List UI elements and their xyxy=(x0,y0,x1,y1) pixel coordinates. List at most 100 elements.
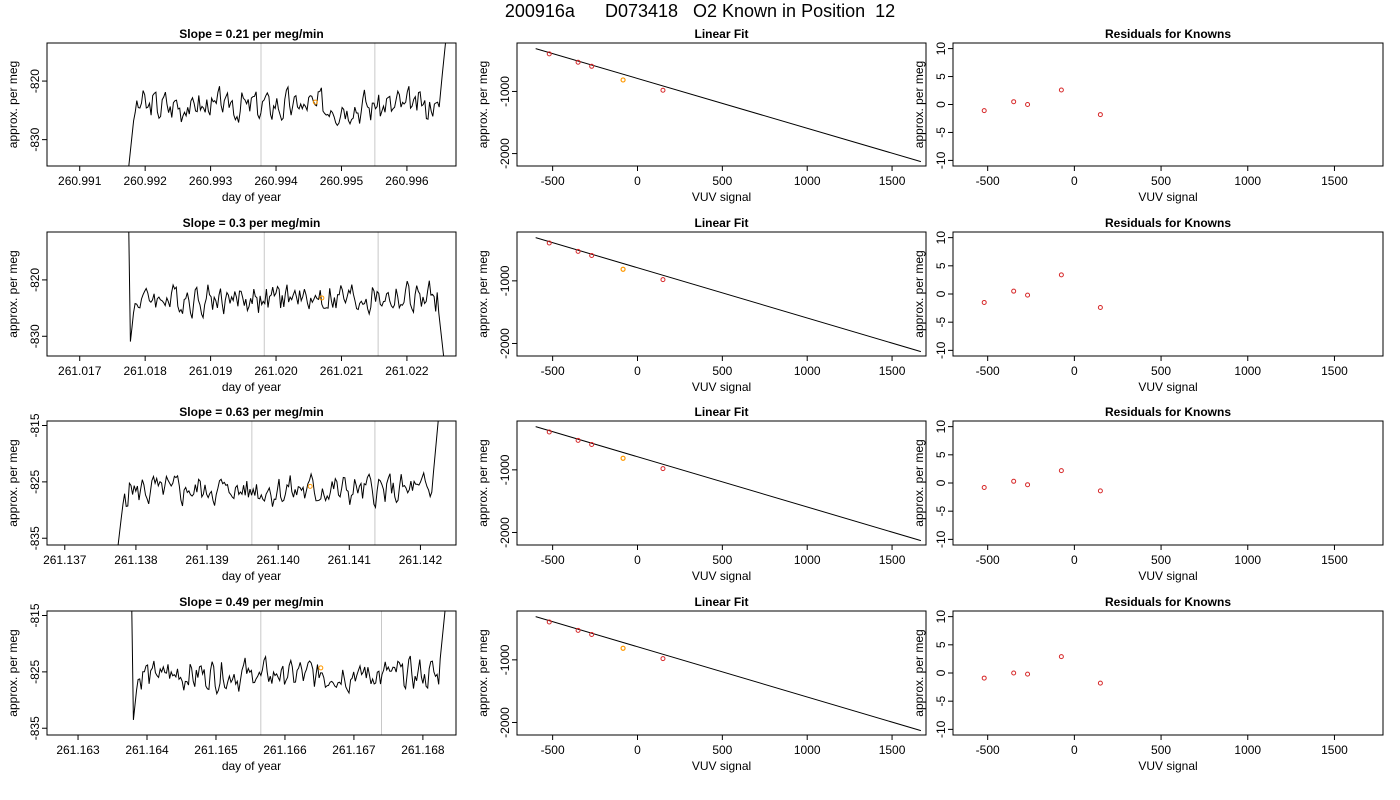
x-tick-label: 1000 xyxy=(794,743,821,757)
x-tick-label: 261.164 xyxy=(125,743,169,757)
x-tick-label: 500 xyxy=(1151,174,1171,188)
x-axis-label: day of year xyxy=(222,190,281,204)
y-axis-label: approx. per meg xyxy=(912,439,926,526)
x-axis-label: VUV signal xyxy=(692,380,751,394)
y-tick-label: -2000 xyxy=(498,517,512,548)
x-tick-label: 500 xyxy=(712,174,732,188)
x-tick-label: -500 xyxy=(976,364,1000,378)
data-point xyxy=(575,59,581,65)
residual-point xyxy=(1011,478,1017,484)
y-tick-label: 5 xyxy=(934,451,948,458)
x-tick-label: 0 xyxy=(1071,364,1078,378)
x-tick-label: 260.992 xyxy=(123,174,167,188)
x-tick-label: 0 xyxy=(634,174,641,188)
residual-point xyxy=(1025,102,1031,107)
y-tick-label: 10 xyxy=(934,42,948,56)
sample-point xyxy=(319,295,325,301)
data-series-line xyxy=(128,232,445,356)
y-axis-label: approx. per meg xyxy=(912,250,926,337)
plot-frame xyxy=(516,420,927,546)
x-tick-label: -500 xyxy=(541,553,565,567)
residual-point xyxy=(1058,272,1064,278)
x-tick-label: 500 xyxy=(712,553,732,567)
data-point xyxy=(660,277,666,283)
y-tick-label: 0 xyxy=(934,479,948,486)
residual-point xyxy=(1058,87,1064,93)
data-point xyxy=(589,631,595,637)
x-tick-label: 260.993 xyxy=(189,174,233,188)
residual-point xyxy=(1025,671,1031,677)
y-axis-label: approx. per meg xyxy=(476,439,490,526)
x-tick-label: 261.139 xyxy=(185,553,229,567)
residual-point xyxy=(1097,680,1103,686)
x-tick-label: 1500 xyxy=(1321,743,1348,757)
plot-area xyxy=(128,43,446,166)
y-tick-label: -5 xyxy=(934,696,948,707)
data-point xyxy=(589,63,595,69)
panel: Slope = 0.21 per meg/min 260.991 260.992 26… xyxy=(6,27,457,204)
residual-point xyxy=(1097,488,1103,494)
x-axis-label: VUV signal xyxy=(1138,569,1197,583)
panel: Linear Fit -500 0 500 1000 1500 -1000 -2000 VUV … xyxy=(476,595,927,773)
y-tick-label: -10 xyxy=(934,720,948,738)
x-tick-label: 261.141 xyxy=(328,553,372,567)
plot-frame xyxy=(46,42,457,167)
plot-frame xyxy=(952,610,1384,736)
x-tick-label: 0 xyxy=(1071,553,1078,567)
plot-frame xyxy=(516,610,927,736)
panel-title: Residuals for Knowns xyxy=(1105,405,1231,419)
data-series-line xyxy=(128,43,446,166)
y-tick-label: -835 xyxy=(28,526,42,550)
y-axis-label: approx. per meg xyxy=(476,629,490,716)
x-tick-label: 0 xyxy=(1071,174,1078,188)
x-axis-label: VUV signal xyxy=(1138,190,1197,204)
x-tick-label: 0 xyxy=(634,743,641,757)
residual-point xyxy=(1025,292,1031,298)
panel-title: Residuals for Knowns xyxy=(1105,27,1231,41)
y-axis-label: approx. per meg xyxy=(6,61,20,148)
panel-title: Slope = 0.3 per meg/min xyxy=(183,216,321,230)
panel: Linear Fit -500 0 500 1000 1500 -1000 -2000 VUV … xyxy=(476,27,927,204)
x-tick-label: 500 xyxy=(1151,553,1171,567)
y-tick-label: -2000 xyxy=(498,138,512,169)
fit-line xyxy=(535,237,922,353)
x-tick-label: 260.991 xyxy=(58,174,102,188)
fit-line xyxy=(535,426,922,542)
y-tick-label: -825 xyxy=(28,660,42,684)
x-tick-label: 1500 xyxy=(879,174,906,188)
x-tick-label: 0 xyxy=(634,553,641,567)
panel: Residuals for Knowns -500 0 500 1000 1500 10 5 0… xyxy=(912,27,1384,204)
x-tick-label: 1000 xyxy=(794,553,821,567)
plot-area xyxy=(981,654,1103,686)
y-tick-label: -10 xyxy=(934,530,948,548)
residual-point xyxy=(1011,670,1017,676)
x-tick-label: 500 xyxy=(1151,743,1171,757)
y-tick-label: -825 xyxy=(28,470,42,494)
x-tick-label: 261.022 xyxy=(385,364,429,378)
residual-point xyxy=(1011,288,1017,294)
y-axis-label: approx. per meg xyxy=(6,629,20,716)
x-tick-label: 1500 xyxy=(879,364,906,378)
x-tick-label: 1000 xyxy=(794,364,821,378)
x-tick-label: 261.021 xyxy=(320,364,364,378)
panel: Linear Fit -500 0 500 1000 1500 -1000 -2000 VUV … xyxy=(476,216,927,394)
x-tick-label: 261.018 xyxy=(123,364,167,378)
sample-point xyxy=(620,266,626,272)
residual-point xyxy=(1058,468,1064,474)
data-series-line xyxy=(117,421,439,545)
y-tick-label: -10 xyxy=(934,151,948,169)
panel: Residuals for Knowns -500 0 500 1000 1500 10 5 0… xyxy=(912,216,1384,394)
x-tick-label: -500 xyxy=(976,743,1000,757)
x-tick-label: -500 xyxy=(976,553,1000,567)
y-tick-label: -835 xyxy=(28,716,42,740)
plot-area xyxy=(981,272,1103,311)
y-tick-label: -2000 xyxy=(498,707,512,738)
x-axis-label: day of year xyxy=(222,759,281,773)
residual-point xyxy=(981,675,987,681)
x-tick-label: 500 xyxy=(712,743,732,757)
x-axis-label: VUV signal xyxy=(1138,380,1197,394)
x-tick-label: 261.017 xyxy=(58,364,102,378)
panel-title: Slope = 0.21 per meg/min xyxy=(179,27,323,41)
plot-frame xyxy=(952,420,1384,546)
x-axis-label: day of year xyxy=(222,380,281,394)
